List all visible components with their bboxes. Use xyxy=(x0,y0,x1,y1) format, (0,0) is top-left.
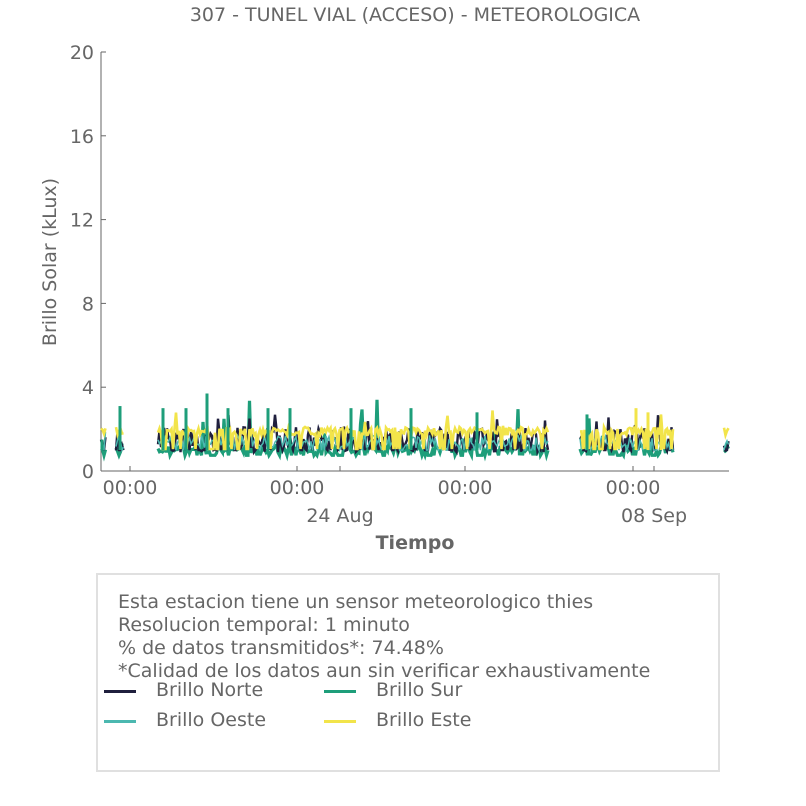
y-tick-label: 4 xyxy=(82,377,94,399)
chart: 307 - TUNEL VIAL (ACCESO) - METEOROLOGIC… xyxy=(39,4,730,554)
legend-label-este: Brillo Este xyxy=(376,709,472,731)
info-line-sensor: Esta estacion tiene un sensor meteorolog… xyxy=(118,591,594,613)
x-date-label: 08 Sep xyxy=(621,505,687,527)
info-line-resolution: Resolucion temporal: 1 minuto xyxy=(118,614,410,636)
y-tick-label: 20 xyxy=(70,42,94,64)
x-tick-label: 00:00 xyxy=(438,477,493,499)
y-tick-label: 8 xyxy=(82,293,94,315)
legend-swatch-oeste xyxy=(104,720,136,723)
y-tick-label: 0 xyxy=(82,461,94,483)
legend-label-sur: Brillo Sur xyxy=(376,679,463,701)
legend-swatch-norte xyxy=(104,690,136,693)
legend-swatch-este xyxy=(324,720,356,723)
x-axis-label: Tiempo xyxy=(376,532,455,554)
series-brillo-sur xyxy=(100,399,730,462)
x-tick-label: 00:00 xyxy=(103,477,158,499)
info-line-quality: *Calidad de los datos aun sin verificar … xyxy=(118,660,651,682)
x-tick-label: 00:00 xyxy=(606,477,661,499)
plot-area: 0 4 8 12 16 20 00:00 00:00 24 Aug 00:00 00:00 08 Se… xyxy=(70,42,730,527)
x-date-label: 24 Aug xyxy=(306,505,373,527)
legend-label-oeste: Brillo Oeste xyxy=(156,709,267,731)
info-box: Esta estacion tiene un sensor meteorolog… xyxy=(96,573,720,772)
legend-label-norte: Brillo Norte xyxy=(156,679,264,701)
legend-swatch-sur xyxy=(324,690,356,693)
chart-title: 307 - TUNEL VIAL (ACCESO) - METEOROLOGIC… xyxy=(190,4,640,26)
y-tick-label: 12 xyxy=(70,210,94,232)
y-axis-label: Brillo Solar (kLux) xyxy=(39,178,61,346)
y-tick-label: 16 xyxy=(70,126,94,148)
info-line-transmitted: % de datos transmitidos*: 74.48% xyxy=(118,637,444,659)
x-tick-label: 00:00 xyxy=(270,477,325,499)
info-text: Esta estacion tiene un sensor meteorolog… xyxy=(118,591,650,683)
